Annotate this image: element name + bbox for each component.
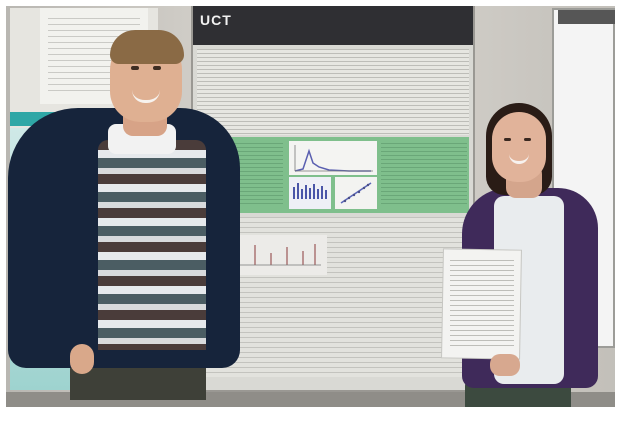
- man-smile: [132, 90, 160, 103]
- poster-figure-2-graphic: [293, 183, 327, 199]
- poster-green-text-right: [381, 143, 467, 207]
- poster-figure-3-graphic: [340, 182, 372, 204]
- held-paper-text-lines: [450, 260, 514, 350]
- woman-left-eye: [504, 138, 511, 141]
- right-panel-header: [558, 10, 615, 24]
- woman-smile: [509, 154, 529, 164]
- man-hair: [110, 30, 184, 64]
- poster-figure-2: [289, 177, 331, 209]
- poster-top-text-block: [197, 49, 469, 135]
- man-striped-shirt: [98, 140, 206, 350]
- poster-figure-1-graphic: [294, 145, 373, 172]
- woman-face: [492, 112, 546, 182]
- man-right-eye: [153, 66, 161, 70]
- man-hand: [70, 344, 94, 374]
- poster-figure-3: [335, 177, 377, 209]
- university-logo: UCT: [200, 12, 232, 28]
- poster-figure-1: [289, 141, 377, 175]
- poster-header: [193, 5, 473, 45]
- woman-right-eye: [524, 138, 531, 141]
- man-left-eye: [131, 66, 139, 70]
- woman-hand: [490, 354, 520, 376]
